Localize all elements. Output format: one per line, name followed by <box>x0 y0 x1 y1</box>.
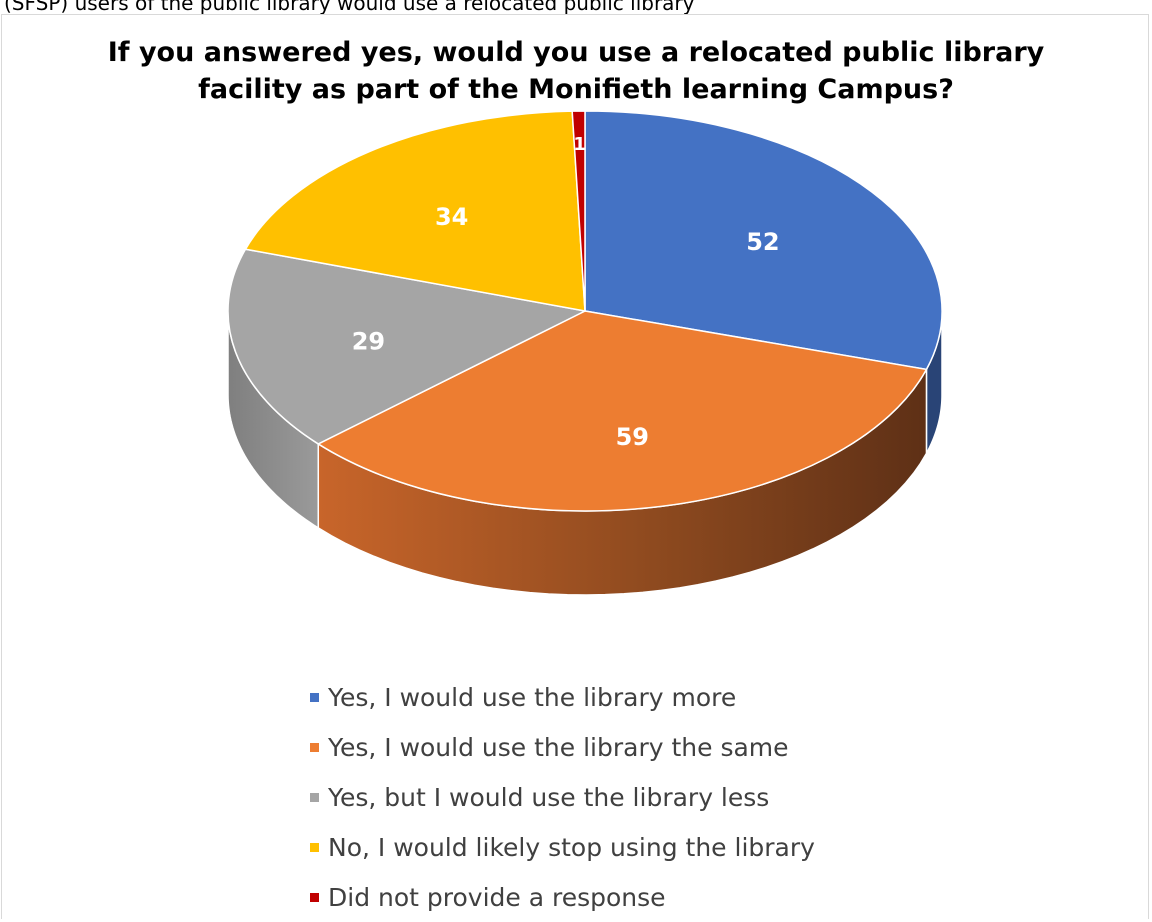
legend-swatch <box>310 742 319 752</box>
cropped-text-line: (SFSP) users of the public library would… <box>4 0 695 14</box>
legend-swatch <box>310 892 319 902</box>
legend-label: Yes, but I would use the library less <box>328 782 770 812</box>
pie-data-label: 52 <box>746 228 779 256</box>
legend-label: Yes, I would use the library more <box>328 682 737 712</box>
cropped-document-text: (SFSP) users of the public library would… <box>0 0 1152 14</box>
legend-swatch <box>310 842 319 852</box>
pie-data-label: 59 <box>616 423 649 451</box>
pie-slice <box>584 110 943 371</box>
pie-slice <box>244 110 586 312</box>
chart-legend: Yes, I would use the library more Yes, I… <box>310 672 815 922</box>
legend-swatch <box>310 692 319 702</box>
legend-item: Yes, I would use the library the same <box>310 722 815 772</box>
pie-data-label: 29 <box>352 327 385 355</box>
legend-item: Yes, but I would use the library less <box>310 772 815 822</box>
pie-slices <box>227 110 943 512</box>
legend-item: No, I would likely stop using the librar… <box>310 822 815 872</box>
legend-label: No, I would likely stop using the librar… <box>328 832 815 862</box>
pie-data-label: 34 <box>435 203 468 231</box>
legend-item: Yes, I would use the library more <box>310 672 815 722</box>
pie-slice <box>316 310 928 512</box>
pie-slice <box>571 110 586 312</box>
chart-title-line-2: facility as part of the Monifieth learni… <box>198 74 954 105</box>
pie-data-label: 1 <box>573 134 586 155</box>
legend-item: Did not provide a response <box>310 872 815 922</box>
chart-title-line-1: If you answered yes, would you use a rel… <box>107 37 1045 68</box>
legend-label: Yes, I would use the library the same <box>328 732 789 762</box>
pie-slice <box>227 248 588 445</box>
legend-label: Did not provide a response <box>328 882 666 912</box>
legend-swatch <box>310 792 319 802</box>
pie-data-labels: 52 59 29 34 1 <box>352 134 780 451</box>
chart-title: If you answered yes, would you use a rel… <box>0 34 1152 108</box>
